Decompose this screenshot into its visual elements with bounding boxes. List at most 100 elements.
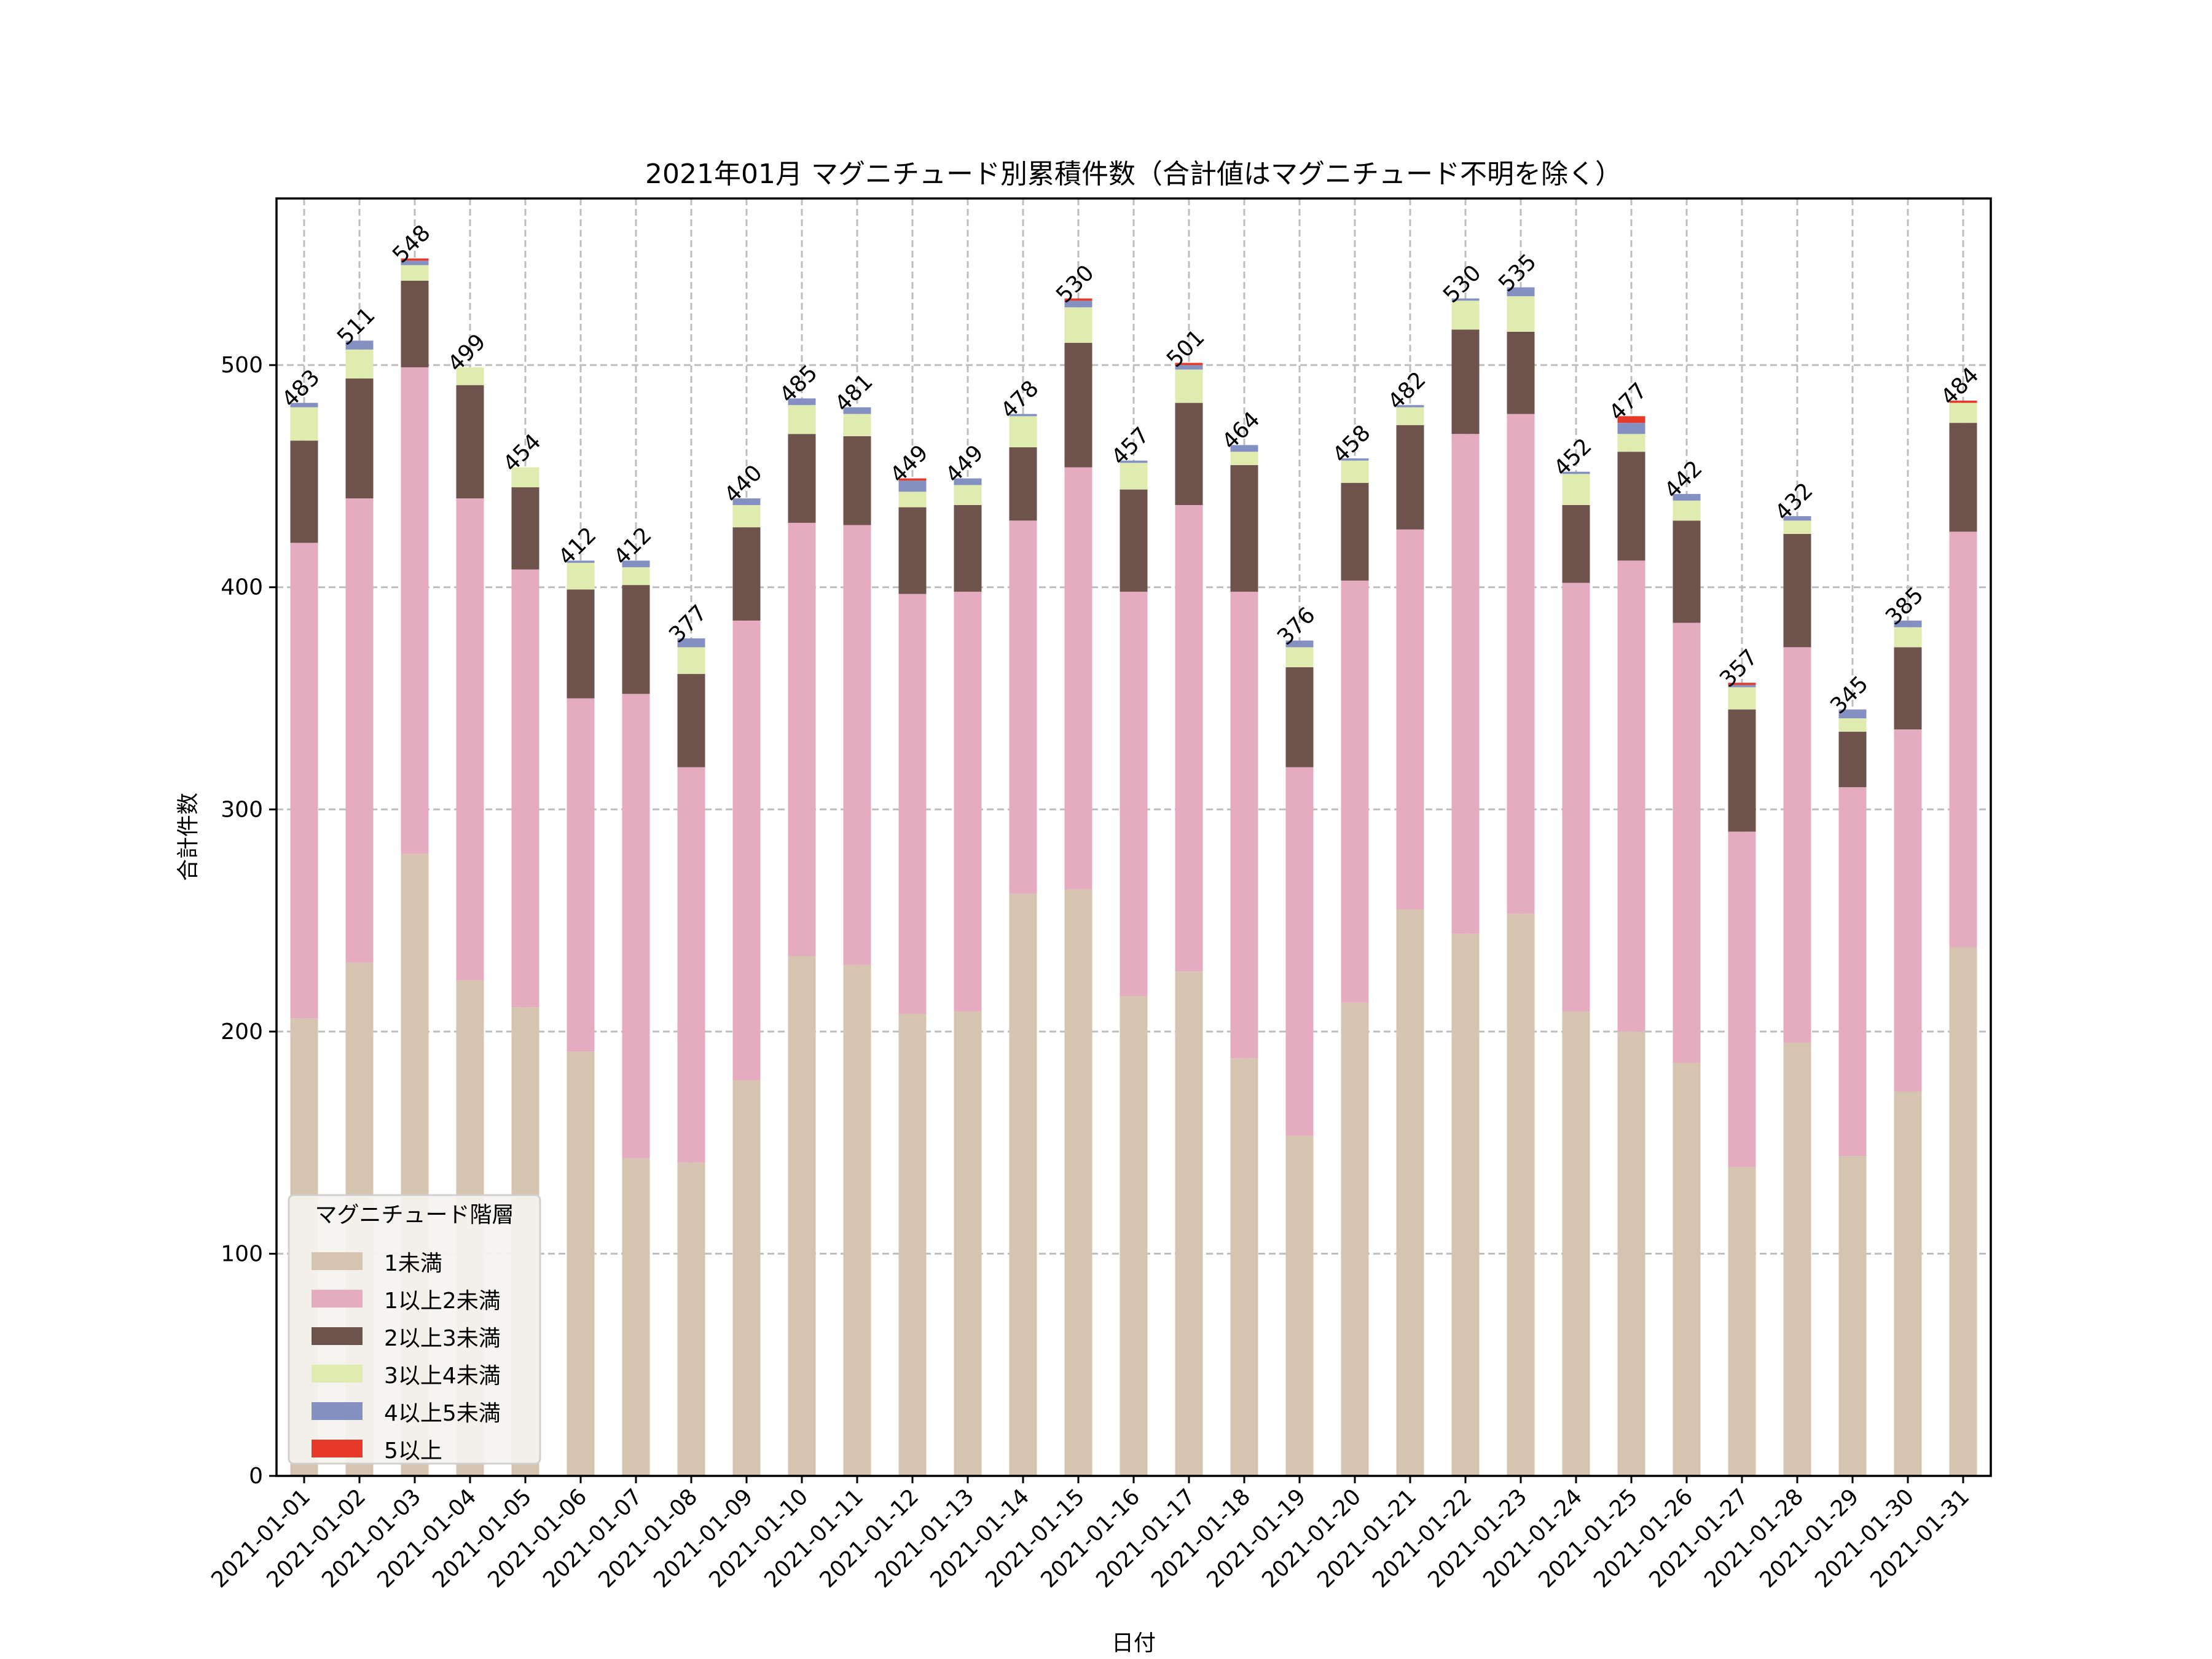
bar-segment: [1285, 1135, 1314, 1476]
bar-stack: [1230, 445, 1258, 1476]
bar-segment: [954, 591, 982, 1012]
bar-stack: [732, 498, 761, 1476]
bar-segment: [954, 485, 982, 505]
bar-segment: [843, 525, 871, 965]
bar-segment: [1838, 709, 1867, 719]
bar-segment: [1894, 620, 1922, 627]
legend-label: 1以上2未満: [384, 1288, 501, 1314]
bar-segment: [1783, 520, 1811, 534]
bar-segment: [511, 467, 539, 488]
bar-segment: [622, 694, 650, 1158]
bar-segment: [1175, 369, 1203, 403]
bar-segment: [1949, 947, 1977, 1476]
bar-segment: [1341, 580, 1369, 1003]
bar-stack: [1064, 298, 1092, 1476]
legend-label: 4以上5未満: [384, 1401, 501, 1426]
bar-stack: [1838, 709, 1867, 1476]
bar-segment: [290, 402, 318, 407]
bar-segment: [401, 367, 429, 854]
bar-segment: [345, 340, 374, 350]
bar-segment: [1230, 1058, 1258, 1476]
bar-segment: [1617, 560, 1645, 1032]
bar-segment: [1009, 447, 1037, 521]
bar-segment: [1949, 401, 1977, 403]
bar-segment: [677, 767, 705, 1163]
bar-stack: [843, 407, 871, 1476]
bar-segment: [1341, 1002, 1369, 1476]
bar-segment: [456, 385, 484, 499]
bar-segment: [1341, 460, 1369, 483]
bar-segment: [1285, 667, 1314, 767]
legend-swatch: [312, 1365, 363, 1382]
bar-segment: [1175, 363, 1203, 366]
bar-segment: [1783, 647, 1811, 1043]
y-axis-label: 合計件数: [176, 793, 201, 881]
bar-segment: [1009, 416, 1037, 447]
legend-label: 5以上: [384, 1438, 442, 1464]
bar-segment: [898, 492, 927, 508]
bar-segment: [345, 349, 374, 378]
bar-segment: [1230, 465, 1258, 592]
bar-segment: [1562, 471, 1590, 474]
legend-swatch: [312, 1327, 363, 1345]
bar-segment: [898, 507, 927, 594]
bar-segment: [401, 265, 429, 281]
bar-segment: [1728, 1167, 1756, 1476]
bar-stack: [1396, 405, 1424, 1476]
bar-segment: [290, 407, 318, 441]
bar-segment: [1064, 343, 1092, 468]
bar-segment: [1562, 582, 1590, 1012]
bar-segment: [1673, 500, 1701, 521]
bar-segment: [954, 1011, 982, 1476]
bar-segment: [954, 504, 982, 592]
bar-stack: [1617, 416, 1645, 1476]
bar-segment: [1728, 709, 1756, 832]
bar-segment: [1230, 445, 1258, 452]
legend-title: マグニチュード階層: [315, 1202, 514, 1228]
bar-segment: [843, 436, 871, 525]
bar-segment: [788, 522, 816, 956]
bar-segment: [1783, 516, 1811, 521]
bar-segment: [1838, 1156, 1867, 1476]
bar-segment: [677, 1163, 705, 1476]
bar-segment: [843, 965, 871, 1476]
bar-segment: [567, 698, 595, 1052]
bar-segment: [1396, 529, 1424, 910]
bar-segment: [1451, 298, 1480, 301]
bar-stack: [1894, 620, 1922, 1476]
bar-stack: [788, 398, 816, 1476]
bar-segment: [1673, 622, 1701, 1063]
bar-segment: [1507, 331, 1535, 414]
bar-segment: [677, 673, 705, 767]
legend-swatch: [312, 1402, 363, 1420]
bar-segment: [1894, 647, 1922, 730]
bar-segment: [1285, 767, 1314, 1136]
bar-segment: [1673, 493, 1701, 501]
bar-segment: [1562, 474, 1590, 505]
bar-segment: [1064, 467, 1092, 890]
bar-segment: [898, 594, 927, 1014]
bar-stack: [567, 560, 595, 1476]
bar-segment: [290, 441, 318, 543]
bar-stack: [622, 560, 650, 1476]
bar-segment: [1562, 504, 1590, 583]
legend-swatch: [312, 1252, 363, 1270]
bar-segment: [345, 498, 374, 963]
bar-stack: [1175, 363, 1203, 1476]
bar-segment: [1894, 627, 1922, 648]
legend-swatch: [312, 1290, 363, 1308]
bar-segment: [788, 955, 816, 1476]
y-tick-label: 100: [221, 1241, 263, 1266]
bar-segment: [1507, 296, 1535, 332]
bar-stack: [1783, 516, 1811, 1476]
legend-label: 1未満: [384, 1251, 442, 1276]
bar-segment: [1285, 640, 1314, 648]
bar-segment: [1617, 434, 1645, 452]
bar-segment: [1175, 365, 1203, 370]
bar-stack: [1285, 640, 1314, 1476]
bar-segment: [1451, 329, 1480, 434]
bar-segment: [290, 543, 318, 1019]
bar-segment: [1507, 414, 1535, 914]
bar-segment: [1728, 684, 1756, 688]
chart-title: 2021年01月 マグニチュード別累積件数（合計値はマグニチュード不明を除く）: [645, 159, 1622, 190]
